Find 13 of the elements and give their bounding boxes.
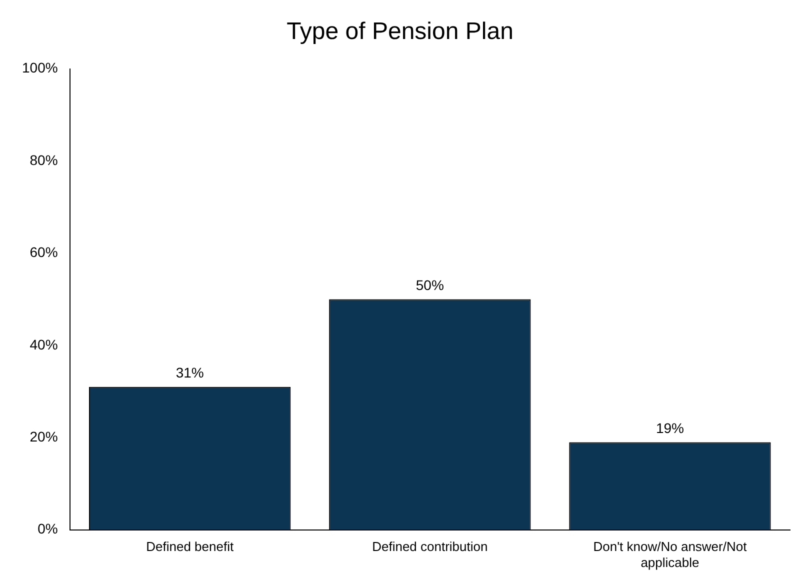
- y-tick-label: 80%: [30, 152, 58, 168]
- x-tick-label: Don't know/No answer/Not applicable: [593, 539, 748, 570]
- y-tick-label: 0%: [38, 520, 58, 537]
- data-label: 19%: [656, 420, 684, 436]
- chart-title: Type of Pension Plan: [286, 18, 514, 46]
- data-label: 31%: [176, 364, 204, 381]
- y-tick-label: 60%: [30, 244, 58, 260]
- y-tick-label: 40%: [30, 336, 58, 352]
- data-label: 50%: [416, 277, 444, 294]
- y-tick-label: 100%: [22, 60, 58, 76]
- x-tick-label: Defined contribution: [372, 539, 488, 554]
- x-tick-label: Defined benefit: [146, 539, 234, 554]
- y-tick-label: 20%: [30, 428, 58, 444]
